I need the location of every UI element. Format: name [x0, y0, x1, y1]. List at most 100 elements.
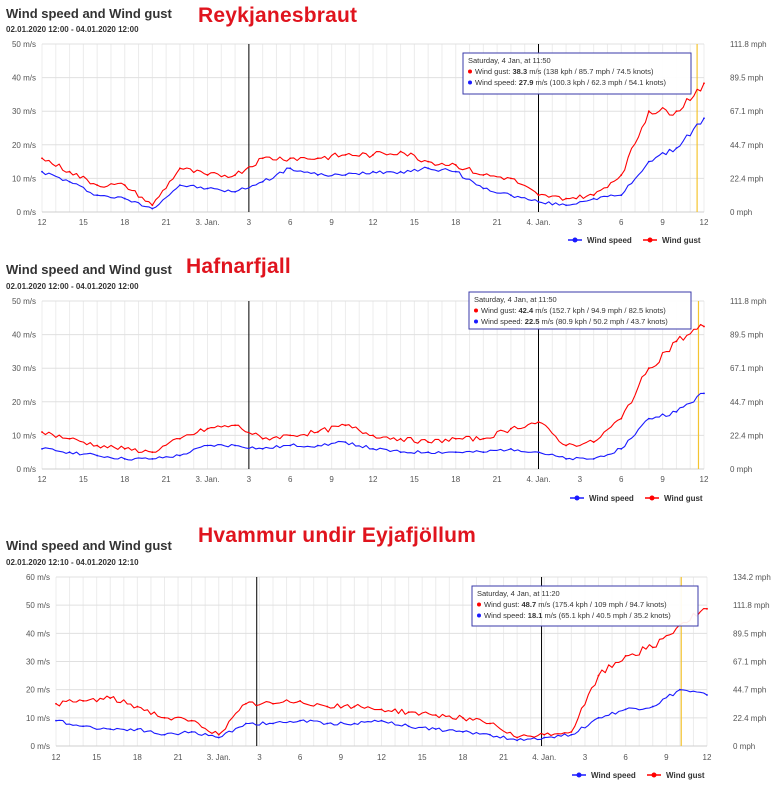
x-tick-label: 18 [451, 475, 460, 484]
tooltip-speed-label: Wind speed: [481, 317, 525, 326]
y-tick-label-left: 0 m/s [30, 742, 50, 751]
data-point-wind-gust [123, 184, 126, 187]
data-point-wind-gust [55, 702, 57, 705]
data-point-wind-speed [565, 204, 567, 207]
tooltip-speed-dot [468, 80, 472, 85]
tooltip-gust-value: 42.4 [519, 306, 534, 315]
y-tick-label-right: 111.8 mph [730, 40, 767, 49]
y-tick-label-left: 30 m/s [26, 658, 50, 667]
chart-subtitle: 02.01.2020 12:10 - 04.01.2020 12:10 [6, 558, 139, 567]
tooltip-gust-line: Wind gust: 38.3 m/s (138 kph / 85.7 mph … [475, 67, 654, 76]
data-point-wind-gust [427, 160, 430, 163]
tooltip-header: Saturday, 4 Jan, at 11:50 [468, 56, 551, 65]
x-tick-label: 15 [79, 475, 88, 484]
x-tick-label: 6 [623, 753, 628, 762]
legend-speed-label: Wind speed [591, 771, 636, 780]
tooltip: Saturday, 4 Jan, at 11:20 Wind gust: 48.7… [471, 585, 699, 627]
x-tick-label: 12 [377, 753, 386, 762]
y-tick-label-right: 22.4 mph [730, 174, 763, 183]
data-point-wind-gust [427, 441, 430, 444]
tooltip-header: Saturday, 4 Jan, at 11:50 [474, 295, 557, 304]
x-tick-label: 3 [583, 753, 588, 762]
x-tick-label: 3 [247, 218, 252, 227]
data-point-wind-gust [565, 197, 567, 200]
data-point-wind-gust [565, 444, 567, 447]
tooltip-gust-details: m/s (152.7 kph / 94.9 mph / 82.5 knots) [533, 306, 666, 315]
data-point-wind-speed [516, 739, 519, 742]
x-tick-label: 9 [329, 475, 334, 484]
data-point-wind-speed [570, 733, 573, 736]
data-point-wind-gust [482, 437, 485, 440]
y-tick-label-right: 44.7 mph [730, 398, 763, 407]
data-point-wind-speed [427, 167, 430, 170]
data-point-wind-speed [380, 719, 383, 722]
tooltip-speed-label: Wind speed: [475, 78, 519, 87]
x-tick-label: 3. Jan. [195, 218, 219, 227]
chart-svg-2: 50 m/s 40 m/s 30 m/s 20 m/s 10 m/s 0 m/s 111.8… [12, 291, 767, 503]
x-tick-label: 15 [410, 218, 419, 227]
y-tick-label-left: 50 m/s [12, 297, 36, 306]
data-point-wind-speed [96, 454, 99, 457]
x-tick-label: 6 [619, 218, 624, 227]
data-point-wind-gust [647, 367, 650, 370]
y-tick-label-right: 111.8 mph [733, 601, 770, 610]
data-point-wind-speed [289, 444, 292, 447]
data-point-wind-speed [454, 451, 457, 454]
x-tick-label: 12 [38, 218, 47, 227]
x-tick-label: 3 [578, 475, 583, 484]
data-point-wind-gust [82, 700, 85, 702]
x-tick-label: 18 [458, 753, 467, 762]
x-tick-label: 12 [700, 218, 709, 227]
data-point-wind-gust [703, 325, 705, 328]
data-point-wind-gust [675, 340, 678, 343]
y-tick-label-right: 89.5 mph [730, 74, 763, 83]
station-name: Hvammur undir Eyjafjöllum [198, 524, 477, 547]
tooltip-speed-value: 18.1 [528, 611, 543, 620]
data-point-wind-speed [109, 728, 112, 730]
data-point-wind-gust [151, 451, 154, 454]
data-point-wind-speed [427, 451, 430, 454]
tooltip-gust-dot [474, 308, 478, 313]
data-point-wind-gust [261, 437, 264, 440]
data-point-wind-speed [434, 728, 437, 730]
data-point-wind-speed [353, 722, 356, 725]
data-point-wind-speed [234, 190, 236, 193]
chart-panel-1: Wind speed and Wind gust 02.01.2020 12:0… [0, 0, 775, 250]
data-point-wind-speed [179, 454, 181, 457]
chart-subtitle: 02.01.2020 12:00 - 04.01.2020 12:00 [6, 25, 139, 34]
data-point-wind-speed [123, 197, 126, 200]
y-tick-label-right: 67.1 mph [730, 364, 763, 373]
data-point-wind-speed [206, 444, 209, 447]
y-tick-label-left: 0 m/s [16, 465, 36, 474]
y-tick-label-left: 20 m/s [26, 686, 50, 695]
x-tick-label: 3. Jan. [207, 753, 231, 762]
data-point-wind-gust [537, 194, 540, 197]
data-point-wind-gust [244, 702, 247, 705]
x-tick-label: 12 [52, 753, 61, 762]
x-tick-label: 21 [162, 218, 171, 227]
data-point-wind-gust [234, 174, 236, 176]
data-point-wind-gust [592, 194, 595, 197]
x-tick-label: 18 [133, 753, 142, 762]
legend-gust-label: Wind gust [662, 236, 701, 245]
chart-svg-3: 60 m/s 50 m/s 40 m/s 30 m/s 20 m/s 10 m/s 0 m/… [26, 573, 771, 780]
data-point-wind-gust [651, 646, 654, 649]
data-point-wind-speed [592, 458, 595, 460]
data-point-wind-gust [399, 150, 402, 153]
data-point-wind-gust [344, 153, 347, 156]
data-point-wind-speed [703, 392, 705, 395]
y-tick-label-left: 40 m/s [12, 74, 36, 83]
data-point-wind-speed [217, 736, 220, 739]
tooltip-speed-line: Wind speed: 18.1 m/s (65.1 kph / 40.5 mp… [484, 611, 671, 620]
x-tick-label: 6 [288, 475, 293, 484]
legend: Wind speed Wind gust [570, 494, 703, 503]
chart-panel-2: Wind speed and Wind gust 02.01.2020 12:0… [0, 252, 775, 514]
x-tick-label: 9 [664, 753, 669, 762]
legend-gust-marker [647, 237, 653, 243]
tooltip-gust-line: Wind gust: 48.7 m/s (175.4 kph / 109 mph… [484, 600, 667, 609]
legend-speed-label: Wind speed [589, 494, 634, 503]
tooltip: Saturday, 4 Jan, at 11:50 Wind gust: 38.3… [462, 52, 692, 95]
y-tick-label-left: 0 m/s [16, 208, 36, 217]
data-point-wind-gust [372, 434, 374, 437]
data-point-wind-speed [68, 180, 71, 183]
